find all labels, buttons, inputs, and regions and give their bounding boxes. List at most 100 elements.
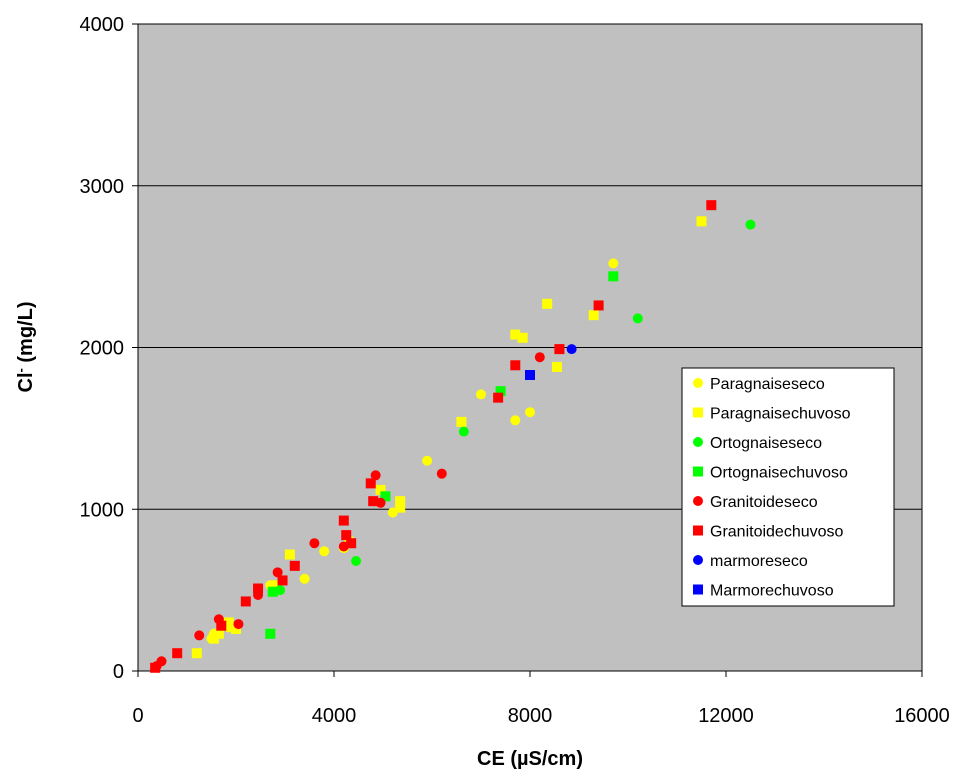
legend-marker-3: [693, 466, 703, 477]
legend-box: [681, 367, 895, 607]
point-1-0: [191, 648, 202, 659]
legend-label-6: marmoreseco: [710, 553, 808, 570]
point-4-9: [370, 470, 381, 481]
x-tick-label-4: 16000: [894, 705, 950, 727]
point-5-5: [277, 575, 288, 586]
x-tick-label-0: 0: [132, 705, 143, 727]
legend-label-7: Marmorechuvoso: [710, 583, 834, 600]
point-1-17: [696, 216, 707, 227]
legend-item-3: Ortognaisechuvoso: [693, 465, 848, 482]
point-4-12: [534, 352, 545, 363]
point-5-16: [706, 200, 717, 211]
point-5-6: [289, 560, 300, 571]
point-2-4: [745, 219, 756, 230]
point-1-12: [510, 329, 521, 340]
legend: Paragnaiseseco Paragnaisechuvoso Ortognais…: [681, 367, 895, 607]
legend-item-5: Granitoidechuvoso: [693, 524, 844, 541]
y-tick-label-3: 3000: [80, 176, 125, 198]
point-5-13: [510, 360, 521, 371]
point-5-7: [338, 515, 349, 526]
point-4-4: [233, 619, 244, 630]
x-tick-label-2: 8000: [508, 705, 553, 727]
series-7-points: [525, 369, 535, 380]
legend-label-2: Ortognaiseseco: [710, 435, 822, 452]
data-points: [150, 200, 756, 673]
point-0-11: [525, 407, 535, 418]
point-0-8: [422, 455, 433, 466]
point-5-2: [216, 620, 227, 631]
point-2-2: [458, 426, 469, 437]
legend-label-0: Paragnaiseseco: [710, 376, 825, 393]
legend-label-5: Granitoidechuvoso: [710, 524, 844, 541]
point-1-2: [213, 628, 224, 639]
legend-label-1: Paragnaisechuvoso: [710, 406, 851, 423]
point-5-8: [341, 530, 352, 541]
point-5-1: [172, 648, 183, 659]
y-tick-label-0: 0: [113, 661, 124, 683]
legend-item-7: Marmorechuvoso: [693, 583, 834, 600]
legend-label-4: Granitoideseco: [710, 494, 818, 511]
legend-marker-7: [693, 584, 703, 595]
point-1-13: [517, 332, 528, 343]
point-5-10: [365, 478, 376, 489]
point-1-8: [375, 484, 386, 495]
point-4-7: [309, 538, 320, 549]
point-0-12: [608, 258, 619, 269]
point-3-3: [495, 386, 506, 397]
legend-marker-2: [693, 437, 703, 447]
series-5-points: [150, 200, 717, 673]
point-5-12: [493, 392, 504, 403]
point-2-1: [351, 556, 362, 567]
point-0-9: [476, 389, 486, 400]
point-5-0: [150, 662, 161, 673]
point-4-11: [436, 468, 447, 479]
legend-marker-4: [693, 496, 703, 506]
point-3-4: [608, 271, 619, 282]
point-0-4: [299, 573, 310, 584]
point-1-9: [395, 496, 406, 507]
legend-marker-0: [693, 378, 703, 388]
point-5-9: [346, 538, 357, 549]
legend-label-3: Ortognaisechuvoso: [710, 465, 848, 482]
legend-marker-5: [693, 525, 703, 536]
x-tick-label-1: 4000: [312, 705, 357, 727]
point-5-3: [240, 596, 251, 607]
point-2-3: [632, 313, 643, 324]
legend-marker-6: [693, 555, 703, 565]
point-7-0: [525, 369, 535, 380]
series-6-points: [566, 344, 577, 355]
point-0-10: [510, 415, 521, 426]
y-axis-label-main: Cl: [15, 373, 37, 393]
legend-item-6: marmoreseco: [693, 553, 808, 570]
point-5-11: [368, 496, 379, 507]
y-tick-label-1: 1000: [80, 499, 125, 521]
point-1-16: [588, 310, 599, 321]
series-3-points: [265, 271, 619, 639]
point-3-1: [267, 586, 278, 597]
y-axis-label-unit: (mg/L): [15, 302, 37, 369]
point-1-4: [231, 623, 241, 634]
legend-item-0: Paragnaiseseco: [693, 376, 825, 393]
legend-item-4: Granitoideseco: [693, 494, 818, 511]
point-1-14: [542, 298, 553, 309]
y-axis-label: Cl- (mg/L): [13, 302, 37, 393]
point-0-5: [319, 546, 330, 557]
legend-item-1: Paragnaisechuvoso: [693, 406, 851, 423]
point-1-5: [270, 580, 281, 591]
point-1-3: [223, 617, 234, 628]
x-tick-label-3: 12000: [698, 705, 754, 727]
point-1-15: [551, 361, 562, 372]
point-6-0: [566, 344, 577, 355]
point-5-14: [554, 344, 565, 355]
point-5-4: [253, 583, 264, 594]
axes: 0 1000 2000 3000 4000 0 4000 8000 12000 16000: [80, 14, 950, 727]
point-1-11: [456, 416, 467, 427]
point-1-10: [395, 502, 406, 513]
y-tick-label-4: 4000: [80, 14, 125, 36]
point-3-2: [380, 491, 391, 502]
point-3-0: [265, 628, 276, 639]
legend-item-2: Ortognaiseseco: [693, 435, 822, 452]
x-axis-label: CE (µS/cm): [477, 748, 583, 770]
point-4-2: [194, 630, 205, 641]
